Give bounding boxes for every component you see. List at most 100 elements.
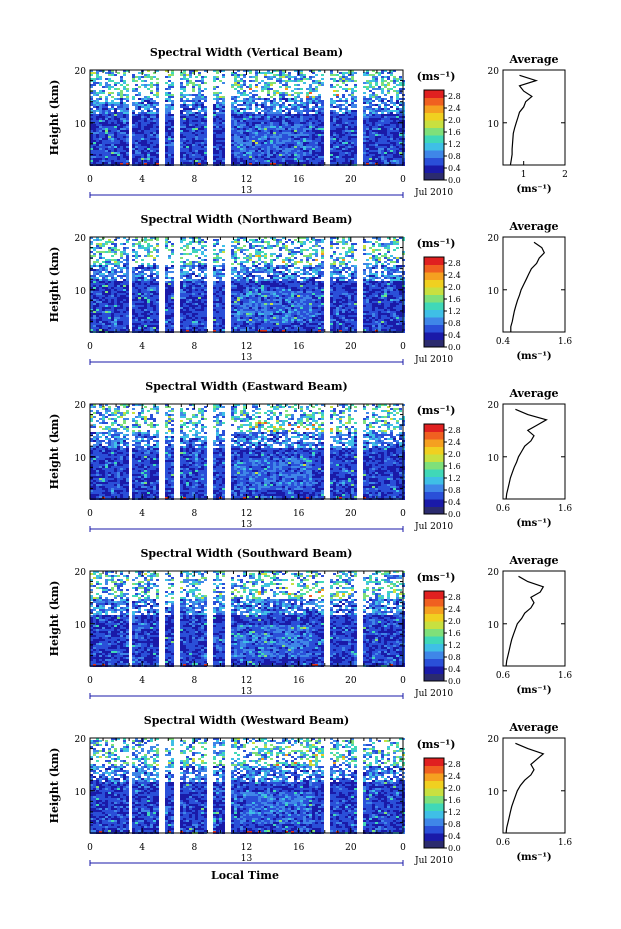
colorbar-tick-label: 1.6 bbox=[448, 629, 461, 638]
colorbar-tick-label: 1.6 bbox=[448, 295, 461, 304]
colorbar-swatch bbox=[424, 287, 444, 295]
colorbar-swatch bbox=[424, 424, 444, 432]
avg-x-tick-label: 1.6 bbox=[558, 838, 573, 848]
avg-y-tick-label: 10 bbox=[488, 287, 500, 297]
colorbar-swatch bbox=[424, 165, 444, 173]
heatmap bbox=[90, 70, 405, 166]
colorbar-swatch bbox=[424, 172, 444, 181]
x-tick-label: 20 bbox=[345, 509, 357, 519]
colorbar-tick-label: 0.0 bbox=[448, 176, 461, 185]
colorbar-frame bbox=[423, 89, 445, 181]
y-tick-label: 10 bbox=[75, 454, 87, 464]
average-profile-line bbox=[505, 742, 545, 834]
colorbar-swatch bbox=[424, 150, 444, 158]
x-tick-label: 4 bbox=[139, 342, 145, 352]
y-tick-label: 20 bbox=[75, 568, 87, 578]
colorbar-swatch bbox=[424, 454, 444, 462]
average-profile-line bbox=[505, 575, 545, 667]
x-tick-label: 4 bbox=[139, 175, 145, 185]
colorbar-tick-label: 0.0 bbox=[448, 844, 461, 853]
x-tick-label: 8 bbox=[191, 843, 197, 853]
colorbar-swatch bbox=[424, 97, 444, 106]
colorbar-swatch bbox=[424, 840, 444, 849]
colorbar-tick-label: 1.2 bbox=[448, 641, 461, 650]
colorbar-swatch bbox=[424, 765, 444, 774]
colorbar-swatch bbox=[424, 636, 444, 644]
y-tick-label: 20 bbox=[75, 234, 87, 244]
average-x-label: (ms⁻¹) bbox=[516, 184, 551, 195]
x-tick-label: 0 bbox=[87, 676, 93, 686]
colorbar-tick-label: 1.6 bbox=[448, 462, 461, 471]
colorbar-swatch bbox=[424, 780, 444, 789]
x-tick-label: 16 bbox=[293, 342, 305, 352]
colorbar-swatch bbox=[424, 613, 444, 622]
panel-title: Spectral Width (Vertical Beam) bbox=[150, 46, 343, 59]
date-month-label: Jul 2010 bbox=[414, 355, 453, 365]
colorbar-swatch bbox=[424, 127, 444, 136]
colorbar-unit: (ms⁻¹) bbox=[417, 70, 456, 83]
colorbar-tick-label: 2.4 bbox=[448, 772, 461, 781]
colorbar-unit: (ms⁻¹) bbox=[417, 738, 456, 751]
avg-y-tick-label: 20 bbox=[488, 67, 500, 77]
y-tick-label: 20 bbox=[75, 67, 87, 77]
colorbar-swatch bbox=[424, 651, 444, 659]
avg-y-tick-label: 10 bbox=[488, 788, 500, 798]
colorbar-frame bbox=[423, 590, 445, 682]
avg-y-tick-label: 10 bbox=[488, 621, 500, 631]
colorbar-unit: (ms⁻¹) bbox=[417, 404, 456, 417]
avg-x-tick-label: 2 bbox=[562, 170, 568, 180]
avg-x-tick-label: 0.6 bbox=[496, 838, 511, 848]
colorbar-tick-label: 0.8 bbox=[448, 319, 461, 328]
colorbar-tick-label: 1.6 bbox=[448, 796, 461, 805]
colorbar-tick-label: 0.4 bbox=[448, 498, 461, 507]
x-tick-label: 8 bbox=[191, 676, 197, 686]
colorbar-swatch bbox=[424, 484, 444, 492]
colorbar-unit: (ms⁻¹) bbox=[417, 571, 456, 584]
colorbar-swatch bbox=[424, 157, 444, 166]
colorbar-swatch bbox=[424, 598, 444, 607]
colorbar-frame bbox=[423, 256, 445, 348]
colorbar-tick-label: 2.0 bbox=[448, 283, 461, 292]
colorbar-tick-label: 2.0 bbox=[448, 116, 461, 125]
colorbar-swatch bbox=[424, 302, 444, 310]
average-frame bbox=[502, 570, 566, 667]
y-tick-label: 20 bbox=[75, 735, 87, 745]
colorbar-swatch bbox=[424, 833, 444, 841]
x-tick-label: 0 bbox=[400, 342, 406, 352]
x-tick-label: 4 bbox=[139, 843, 145, 853]
colorbar-swatch bbox=[424, 324, 444, 333]
colorbar-swatch bbox=[424, 788, 444, 796]
colorbar-tick-label: 0.4 bbox=[448, 164, 461, 173]
colorbar-tick-label: 2.4 bbox=[448, 271, 461, 280]
colorbar-tick-label: 2.4 bbox=[448, 104, 461, 113]
y-axis-label: Height (km) bbox=[48, 581, 61, 657]
x-tick-label: 12 bbox=[241, 175, 252, 185]
avg-x-tick-label: 1.6 bbox=[558, 671, 573, 681]
colorbar-swatch bbox=[424, 317, 444, 325]
colorbar-swatch bbox=[424, 666, 444, 674]
colorbar-swatch bbox=[424, 758, 444, 766]
x-tick-label: 0 bbox=[87, 342, 93, 352]
colorbar-tick-label: 2.0 bbox=[448, 617, 461, 626]
average-frame bbox=[502, 737, 566, 834]
colorbar-frame bbox=[423, 757, 445, 849]
average-profile-line bbox=[505, 408, 548, 500]
colorbar-swatch bbox=[424, 469, 444, 477]
avg-y-tick-label: 10 bbox=[488, 454, 500, 464]
y-tick-label: 20 bbox=[75, 401, 87, 411]
colorbar-swatch bbox=[424, 461, 444, 470]
date-month-label: Jul 2010 bbox=[414, 856, 453, 866]
date-day-label: 13 bbox=[241, 353, 253, 363]
x-tick-label: 20 bbox=[345, 676, 357, 686]
average-x-label: (ms⁻¹) bbox=[516, 351, 551, 362]
colorbar-tick-label: 0.0 bbox=[448, 677, 461, 686]
x-tick-label: 20 bbox=[345, 342, 357, 352]
y-tick-label: 10 bbox=[75, 788, 87, 798]
average-title: Average bbox=[508, 53, 558, 66]
colorbar-tick-label: 2.8 bbox=[448, 259, 461, 268]
colorbar-swatch bbox=[424, 825, 444, 834]
x-tick-label: 0 bbox=[87, 175, 93, 185]
colorbar-swatch bbox=[424, 795, 444, 804]
colorbar-unit: (ms⁻¹) bbox=[417, 237, 456, 250]
